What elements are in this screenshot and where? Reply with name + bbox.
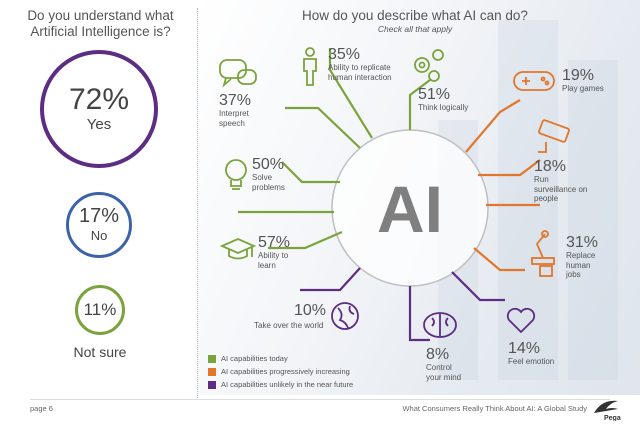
- item-control-mind: 8% Control your mind: [426, 346, 468, 382]
- connectors-today: [238, 48, 431, 250]
- connectors-unlikely: [300, 267, 505, 342]
- camera-icon: [538, 119, 570, 153]
- item-pct: 51%: [418, 86, 451, 103]
- item-label: Interpret speech: [219, 109, 249, 128]
- legend-swatch-green: [208, 354, 216, 363]
- legend-swatch-purple: [208, 380, 216, 389]
- answer-yes-pct: 72%: [68, 83, 130, 116]
- item-label: Solve problems: [252, 173, 285, 192]
- item-replicate-human-interaction: 35% Ability to replicate human interacti…: [328, 46, 408, 82]
- answer-no-label: No: [90, 228, 108, 243]
- item-pct: 14%: [508, 340, 541, 357]
- item-pct: 31%: [566, 234, 599, 251]
- legend: AI capabilities today AI capabilities pr…: [208, 352, 353, 391]
- item-label: Ability to learn: [258, 251, 289, 270]
- item-pct: 57%: [258, 234, 291, 251]
- answer-notsure-circle: 11%: [75, 285, 125, 335]
- svg-text:Pega: Pega: [604, 415, 621, 421]
- item-pct: 35%: [328, 46, 361, 63]
- item-interpret-speech: 37% Interpret speech: [219, 92, 264, 128]
- answer-yes-circle: 72% Yes: [40, 50, 158, 168]
- gears-icon: [414, 49, 444, 82]
- item-pct: 19%: [562, 67, 595, 84]
- answer-notsure-label: Not sure: [73, 344, 127, 360]
- understand-question-title: Do you understand what Artificial Intell…: [27, 8, 174, 39]
- item-pct: 18%: [534, 158, 567, 175]
- brain-icon: [423, 312, 457, 338]
- item-pct: 50%: [252, 156, 285, 173]
- lightbulb-icon: [225, 159, 247, 190]
- legend-label: AI capabilities today: [221, 354, 288, 363]
- item-label: Replace human jobs: [566, 251, 596, 279]
- item-label: Take over the world: [254, 321, 324, 330]
- answer-notsure-pct: 11%: [83, 300, 117, 319]
- pega-logo-icon: Pega: [594, 400, 621, 421]
- answer-no-circle: 17% No: [66, 192, 132, 258]
- item-ability-to-learn: 57% Ability to learn: [258, 234, 300, 270]
- item-feel-emotion: 14% Feel emotion: [508, 340, 568, 367]
- connectors-increasing: [465, 99, 541, 272]
- legend-item-unlikely: AI capabilities unlikely in the near fut…: [208, 378, 353, 391]
- answer-no-pct: 17%: [78, 205, 120, 227]
- legend-item-increasing: AI capabilities progressively increasing: [208, 365, 353, 378]
- footer-rule: [30, 399, 610, 400]
- item-pct: 37%: [219, 92, 252, 109]
- item-take-over-world: 10% Take over the world: [254, 302, 334, 331]
- item-label: Ability to replicate human interaction: [328, 63, 392, 82]
- person-icon: [303, 47, 317, 86]
- item-pct: 10%: [294, 302, 327, 319]
- globe-icon: [331, 302, 359, 330]
- item-label: Run surveillance on people: [534, 175, 588, 203]
- study-title: What Consumers Really Think About AI: A …: [402, 404, 587, 413]
- item-label: Think logically: [418, 103, 469, 112]
- answer-yes-label: Yes: [86, 116, 112, 133]
- ai-center-label: AI: [377, 172, 443, 246]
- legend-swatch-orange: [208, 367, 216, 376]
- item-label: Play games: [562, 84, 604, 93]
- robot-arm-icon: [531, 230, 555, 277]
- item-solve-problems: 50% Solve problems: [252, 156, 297, 192]
- item-label: Control your mind: [426, 363, 462, 382]
- item-replace-human-jobs: 31% Replace human jobs: [566, 234, 606, 280]
- panel-divider: [197, 8, 198, 398]
- legend-label: AI capabilities unlikely in the near fut…: [221, 380, 354, 389]
- capabilities-question-subtitle: Check all that apply: [377, 24, 453, 34]
- legend-label: AI capabilities progressively increasing: [221, 367, 350, 376]
- item-think-logically: 51% Think logically: [418, 86, 488, 113]
- item-pct: 8%: [426, 346, 450, 363]
- graduation-cap-icon: [219, 238, 257, 260]
- capabilities-question-title: How do you describe what AI can do?: [302, 8, 528, 23]
- item-label: Feel emotion: [508, 357, 555, 366]
- heart-icon: [506, 307, 536, 334]
- speech-bubbles-icon: [219, 59, 257, 88]
- gamepad-icon: [513, 71, 555, 91]
- item-run-surveillance: 18% Run surveillance on people: [534, 158, 590, 204]
- item-play-games: 19% Play games: [562, 67, 617, 94]
- legend-item-today: AI capabilities today: [208, 352, 353, 365]
- page-number: page 6: [30, 404, 53, 413]
